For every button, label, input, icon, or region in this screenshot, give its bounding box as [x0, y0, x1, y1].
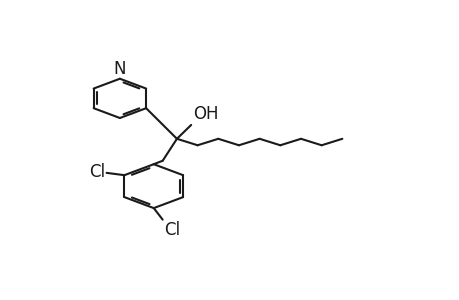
Text: N: N [113, 60, 126, 78]
Text: OH: OH [193, 105, 218, 123]
Text: Cl: Cl [89, 164, 105, 181]
Text: Cl: Cl [164, 221, 180, 239]
